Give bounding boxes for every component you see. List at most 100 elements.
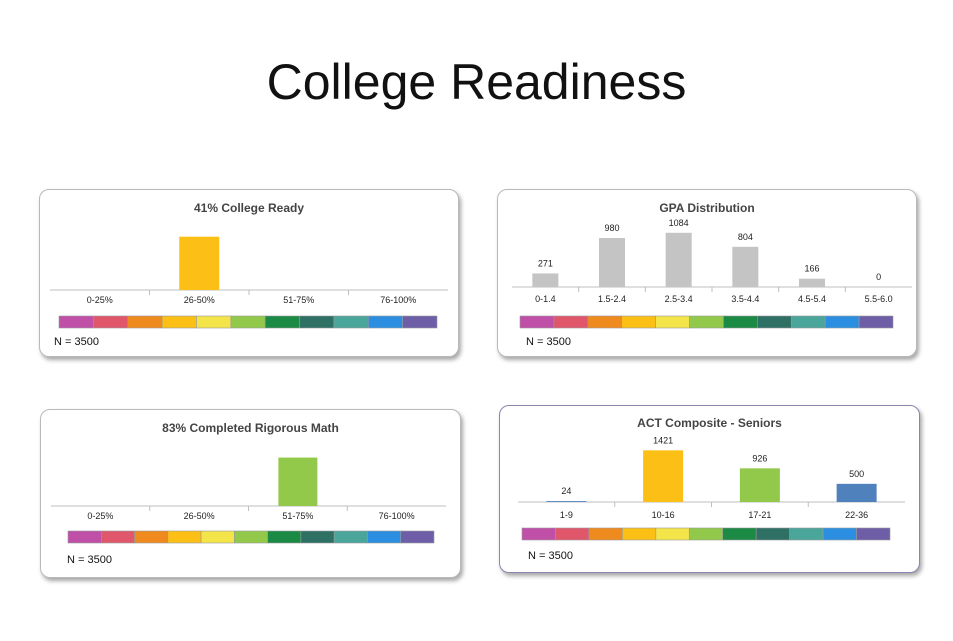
chart-title: GPA Distribution — [659, 201, 754, 215]
chart-card-act-composite: ACT Composite - Seniors 24 1-9 1421 10-16 926… — [499, 405, 920, 573]
slide-title: College Readiness — [266, 54, 687, 110]
color-scale-swatch — [757, 315, 792, 329]
chart-title: 83% Completed Rigorous Math — [162, 421, 339, 435]
color-scale-swatch — [555, 527, 590, 541]
data-label: 0 — [876, 272, 881, 282]
tick-label: 10-16 — [652, 510, 675, 520]
color-scale-swatch — [789, 527, 824, 541]
tick-label: 0-1.4 — [535, 294, 556, 304]
bar — [532, 273, 559, 287]
tick-label: 1-9 — [560, 510, 573, 520]
bar — [799, 278, 825, 287]
color-scale-swatch — [67, 530, 102, 544]
n-label: N = 3500 — [54, 336, 99, 348]
color-scale-swatch — [300, 530, 335, 544]
color-scale-swatch — [58, 315, 94, 329]
tick-label: 51-75% — [282, 511, 313, 521]
color-scale-swatch — [367, 315, 403, 329]
bar — [546, 501, 587, 502]
color-scale-swatch — [400, 530, 435, 544]
color-scale-swatch — [519, 315, 555, 329]
color-scale-swatch — [553, 315, 589, 329]
tick-label: 51-75% — [283, 295, 314, 305]
data-label: 1421 — [653, 435, 673, 445]
color-scale-swatch — [264, 315, 300, 329]
color-scale-swatch — [299, 315, 335, 329]
data-label: 926 — [752, 453, 767, 463]
color-scale-swatch — [134, 530, 169, 544]
bar — [732, 246, 759, 287]
bar — [278, 457, 318, 506]
tick-label: 17-21 — [748, 510, 771, 520]
data-label: 271 — [538, 258, 553, 268]
color-scale-swatch — [588, 527, 623, 541]
n-label: N = 3500 — [526, 336, 571, 348]
color-scale-swatch — [856, 527, 891, 541]
color-scale-swatch — [367, 530, 402, 544]
color-scale-swatch — [200, 530, 235, 544]
tick-label: 0-25% — [87, 511, 113, 521]
color-scale-swatch — [100, 530, 135, 544]
color-scale-swatch — [587, 315, 623, 329]
bar — [665, 232, 692, 287]
gpa-distribution-chart: GPA Distribution 271 0-1.4 980 1.5-2.4 1084 2.… — [512, 201, 912, 329]
color-scale-swatch — [621, 315, 656, 329]
tick-label: 76-100% — [379, 511, 415, 521]
color-scale-swatch — [723, 315, 758, 329]
data-label: 500 — [849, 469, 864, 479]
tick-label: 26-50% — [184, 295, 215, 305]
color-scale-swatch — [858, 315, 894, 329]
color-scale-swatch — [824, 315, 860, 329]
color-scale-swatch — [167, 530, 202, 544]
color-scale-swatch — [790, 315, 826, 329]
color-scale-swatch — [267, 530, 302, 544]
color-scale-swatch — [655, 315, 690, 329]
data-label: 24 — [561, 486, 571, 496]
chart-title: 41% College Ready — [194, 201, 304, 215]
data-label: 980 — [604, 223, 619, 233]
act-composite-chart: ACT Composite - Seniors 24 1-9 1421 10-16 926… — [518, 416, 905, 541]
data-label: 166 — [804, 264, 819, 274]
color-scale-swatch — [93, 315, 129, 329]
data-label: 804 — [738, 232, 753, 242]
bar — [179, 236, 220, 290]
bar — [643, 450, 684, 502]
tick-label: 4.5-5.4 — [798, 294, 826, 304]
tick-label: 26-50% — [184, 511, 215, 521]
tick-label: 22-36 — [845, 510, 868, 520]
color-scale-swatch — [127, 315, 163, 329]
color-scale-swatch — [722, 527, 757, 541]
color-scale-swatch — [622, 527, 657, 541]
color-scale-swatch — [822, 527, 857, 541]
tick-label: 0-25% — [87, 295, 113, 305]
chart-card-gpa-distribution: GPA Distribution 271 0-1.4 980 1.5-2.4 1084 2.… — [497, 189, 917, 357]
color-scale-swatch — [755, 527, 790, 541]
color-scale-swatch — [333, 530, 368, 544]
bar — [739, 468, 780, 502]
tick-label: 3.5-4.4 — [731, 294, 759, 304]
chart-title: ACT Composite - Seniors — [637, 416, 782, 430]
color-scale-swatch — [230, 315, 266, 329]
color-scale-swatch — [688, 527, 724, 541]
bar — [836, 483, 877, 502]
tick-label: 2.5-3.4 — [665, 294, 693, 304]
color-scale-swatch — [689, 315, 724, 329]
tick-label: 1.5-2.4 — [598, 294, 626, 304]
color-scale-swatch — [161, 315, 197, 329]
tick-label: 76-100% — [380, 295, 416, 305]
bar — [599, 238, 625, 287]
chart-card-college-ready: 41% College Ready 0-25% 26-50% 51-75% 76-100… — [39, 189, 459, 357]
color-scale-swatch — [402, 315, 438, 329]
n-label: N = 3500 — [67, 554, 112, 566]
color-scale-swatch — [234, 530, 268, 544]
tick-label: 5.5-6.0 — [865, 294, 893, 304]
color-scale-swatch — [521, 527, 556, 541]
color-scale-swatch — [655, 527, 690, 541]
chart-card-rigorous-math: 83% Completed Rigorous Math 0-25% 26-50% 51… — [40, 409, 461, 578]
color-scale-swatch — [196, 315, 232, 329]
data-label: 1084 — [669, 218, 689, 228]
color-scale-swatch — [333, 315, 369, 329]
rigorous-math-chart: 83% Completed Rigorous Math 0-25% 26-50% 51… — [51, 421, 446, 544]
college-ready-chart: 41% College Ready 0-25% 26-50% 51-75% 76-100… — [50, 201, 448, 329]
n-label: N = 3500 — [528, 550, 573, 562]
